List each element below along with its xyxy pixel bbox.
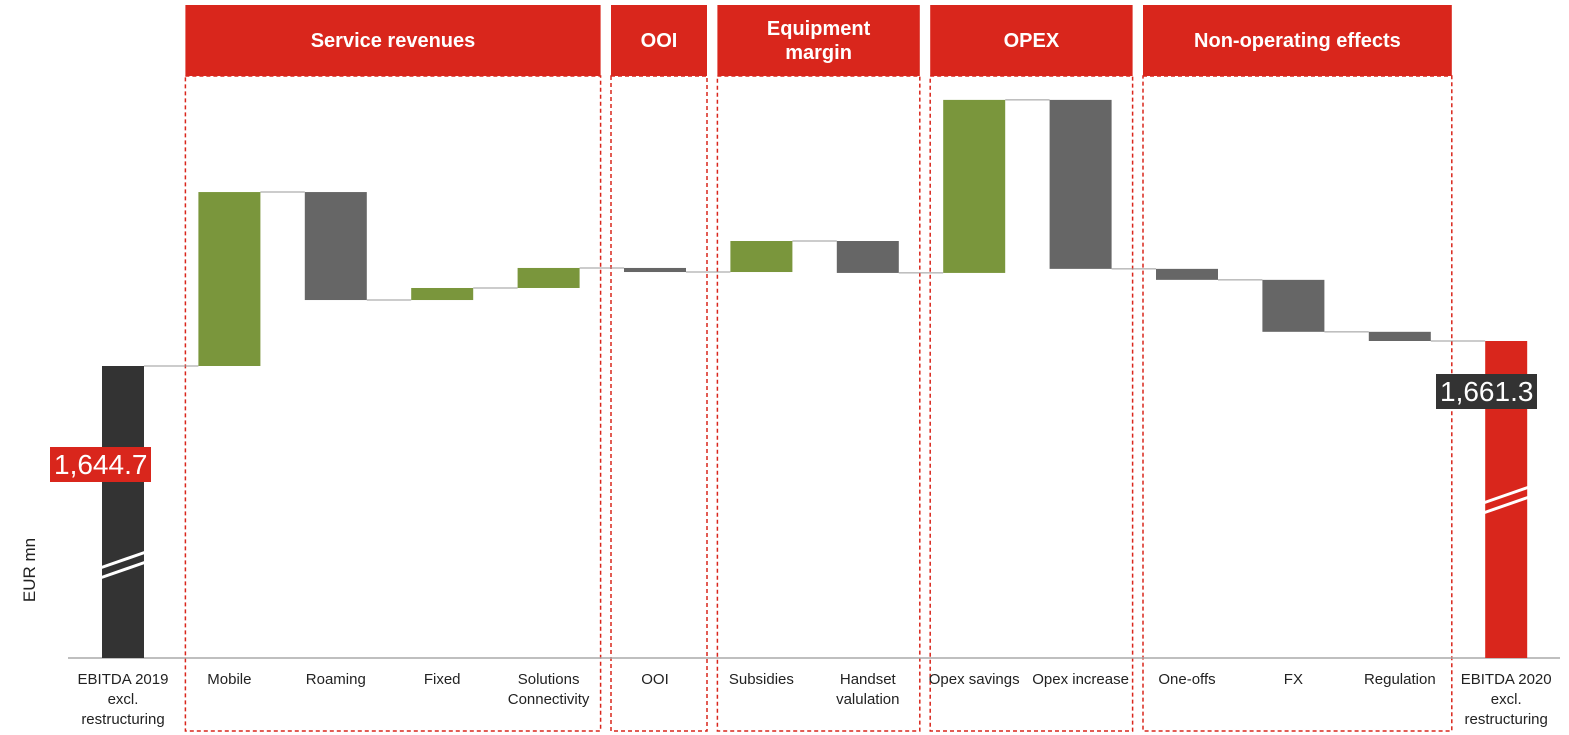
- x-tick-label: Regulation: [1363, 671, 1436, 688]
- x-tick-label: Mobile: [207, 671, 252, 688]
- x-tick-label: Solutions Connectivity: [507, 671, 590, 708]
- x-tick-label: Roaming: [305, 671, 366, 688]
- group-label: Non-operating effects: [1194, 29, 1401, 52]
- bar: [517, 267, 580, 288]
- value-label: 1,661.3: [1436, 374, 1538, 409]
- group-label: OPEX: [1003, 29, 1060, 52]
- group-box: [184, 75, 602, 732]
- x-tick-label: Fixed: [423, 671, 461, 688]
- x-tick-label: One-offs: [1158, 671, 1216, 688]
- total-bar: [102, 366, 144, 658]
- group-header: [930, 5, 1133, 76]
- x-tick-label: Handset valulation: [836, 671, 900, 708]
- bar: [411, 287, 474, 301]
- value-label: 1,644.7: [50, 447, 152, 482]
- bar: [1368, 331, 1431, 342]
- x-tick-label: FX: [1283, 671, 1303, 688]
- axis-break: [99, 560, 147, 580]
- y-axis-label: EUR mn: [20, 537, 39, 603]
- x-tick-label: Opex savings: [928, 671, 1020, 688]
- x-tick-label: EBITDA 2019 excl. restructuring: [77, 671, 169, 728]
- x-tick-label: OOI: [641, 671, 669, 688]
- group-box: [929, 75, 1134, 732]
- bar: [836, 241, 899, 273]
- group-header: [185, 5, 601, 76]
- bar: [198, 192, 261, 366]
- group-box: [716, 75, 921, 732]
- bar: [730, 241, 793, 273]
- group-label: Service revenues: [310, 29, 476, 52]
- group-header: [1143, 5, 1452, 76]
- axis-break: [1482, 485, 1530, 505]
- bar: [1049, 99, 1112, 269]
- group-box: [610, 75, 708, 732]
- x-tick-label: Opex increase: [1032, 671, 1129, 688]
- group-box: [1142, 75, 1453, 732]
- bar: [304, 192, 367, 301]
- group-header: [611, 5, 707, 76]
- group-label: Equipment margin: [766, 17, 871, 64]
- x-tick-label: Subsidies: [728, 671, 794, 688]
- bar: [1262, 279, 1325, 332]
- bar: [624, 267, 686, 273]
- x-tick-label: EBITDA 2020 excl. restructuring: [1460, 671, 1552, 728]
- axis-break: [99, 550, 147, 570]
- group-header: [717, 5, 920, 76]
- bar: [943, 99, 1006, 273]
- axis-break: [1482, 495, 1530, 515]
- bar: [1156, 268, 1218, 280]
- group-label: OOI: [640, 29, 678, 52]
